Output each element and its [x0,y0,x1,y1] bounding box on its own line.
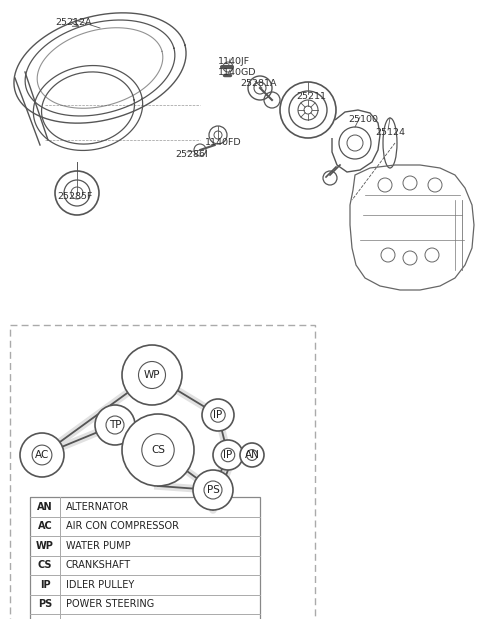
Text: WATER PUMP: WATER PUMP [66,541,131,551]
Text: IP: IP [40,580,50,590]
Bar [10,325,315,619]
Text: 25285F: 25285F [57,192,92,201]
Circle shape [247,449,257,461]
Circle shape [142,434,174,466]
Circle shape [204,481,222,499]
Circle shape [213,440,243,470]
Text: IP: IP [214,410,223,420]
Text: AIR CON COMPRESSOR: AIR CON COMPRESSOR [66,521,179,531]
Circle shape [193,470,233,510]
Circle shape [139,361,166,389]
Circle shape [95,405,135,445]
Circle shape [106,416,124,434]
Circle shape [32,445,52,465]
Text: POWER STEERING: POWER STEERING [66,599,154,609]
Text: AN: AN [245,450,259,460]
Circle shape [211,408,225,422]
Text: AC: AC [35,450,49,460]
Text: WP: WP [144,370,160,380]
Text: CRANKSHAFT: CRANKSHAFT [66,560,131,570]
Text: 25100: 25100 [348,115,378,124]
Text: PS: PS [38,599,52,609]
Text: 1140FD: 1140FD [205,138,241,147]
Text: 1140JF: 1140JF [218,57,250,66]
Text: 25286I: 25286I [175,150,208,159]
Circle shape [221,448,235,462]
Text: 1140GD: 1140GD [218,68,256,77]
Circle shape [122,414,194,486]
Text: IP: IP [223,450,233,460]
Text: CS: CS [38,560,52,570]
Text: AN: AN [37,502,53,512]
Text: IDLER PULLEY: IDLER PULLEY [66,580,134,590]
Text: 25124: 25124 [375,128,405,137]
Text: 25281A: 25281A [240,79,276,88]
Bar [30,497,260,619]
Text: AC: AC [37,521,52,531]
Circle shape [20,433,64,477]
Text: WP: WP [36,541,54,551]
Circle shape [122,345,182,405]
Circle shape [240,443,264,467]
Text: 25211: 25211 [296,92,326,101]
Text: CS: CS [151,445,165,455]
Text: 25212A: 25212A [55,18,92,27]
Text: PS: PS [206,485,219,495]
Text: TP: TP [109,420,121,430]
Text: ALTERNATOR: ALTERNATOR [66,502,129,512]
Circle shape [202,399,234,431]
